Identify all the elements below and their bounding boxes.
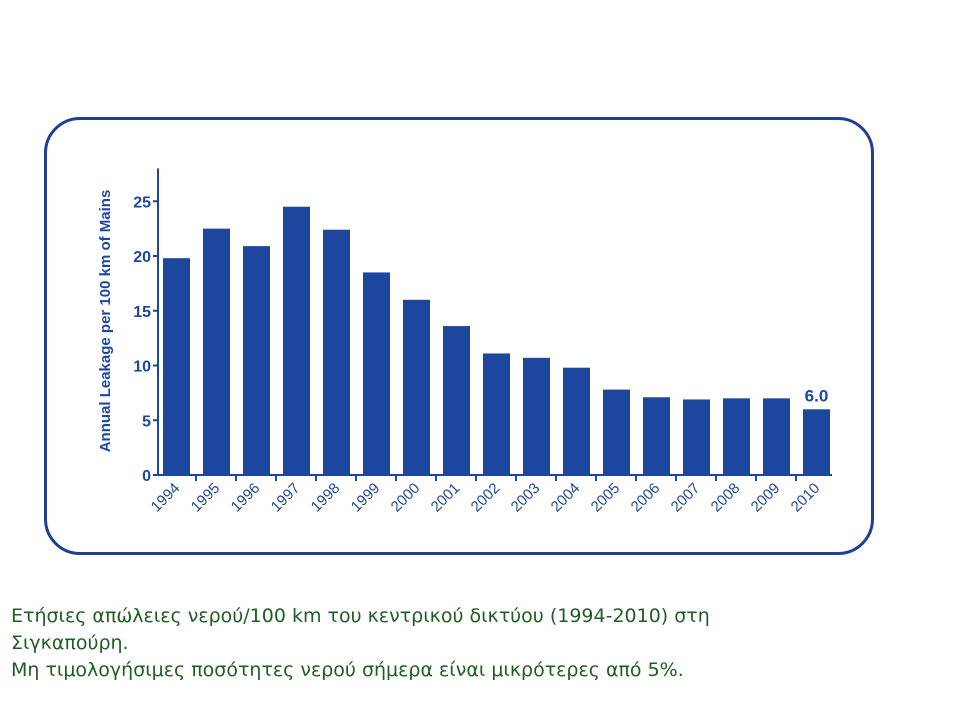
x-tick-label-1998: 1998	[308, 480, 344, 516]
x-tick-label-1994: 1994	[148, 480, 184, 516]
bar-2007	[683, 399, 710, 475]
bar-2000	[403, 299, 430, 475]
bar-1994	[163, 258, 190, 475]
y-axis-label: Annual Leakage per 100 km of Mains	[97, 190, 114, 453]
bar-2004	[563, 367, 590, 475]
bars-group	[163, 206, 830, 475]
bar-2008	[723, 398, 750, 475]
x-tick-label-2007: 2007	[668, 480, 704, 516]
y-tick-label-5: 5	[142, 413, 151, 430]
bar-2010	[803, 409, 830, 475]
caption-line-1: Ετήσιες απώλειες νερού/100 km του κεντρι…	[11, 605, 710, 627]
x-tick-label-2005: 2005	[588, 480, 624, 516]
y-tick-label-25: 25	[133, 194, 151, 211]
bar-1997	[283, 206, 310, 475]
bar-2001	[443, 326, 470, 475]
caption-line-3: Μη τιμολογήσιμες ποσότητες νερού σήμερα …	[11, 659, 684, 681]
x-tick-label-2002: 2002	[468, 480, 504, 516]
x-tick-label-2009: 2009	[748, 480, 784, 516]
y-tick-label-0: 0	[142, 468, 151, 485]
x-tick-label-2004: 2004	[548, 480, 584, 516]
x-tick-label-2006: 2006	[628, 480, 664, 516]
y-tick-label-10: 10	[133, 359, 151, 376]
x-tick-label-1996: 1996	[228, 480, 264, 516]
x-tick-label-2008: 2008	[708, 480, 744, 516]
y-tick-label-20: 20	[133, 249, 151, 266]
x-tick-label-2000: 2000	[388, 480, 424, 516]
bar-2006	[643, 397, 670, 475]
bar-1996	[243, 246, 270, 475]
bar-2003	[523, 357, 550, 475]
bar-1995	[203, 228, 230, 475]
x-tick-label-1997: 1997	[268, 480, 304, 516]
bar-1998	[323, 229, 350, 475]
caption: Ετήσιες απώλειες νερού/100 km του κεντρι…	[11, 603, 941, 684]
x-tick-label-2003: 2003	[508, 480, 544, 516]
caption-line-2: Σιγκαπούρη.	[11, 632, 129, 654]
x-tick-label-1999: 1999	[348, 480, 384, 516]
y-ticks-group: 0 5 10 15 20 25	[133, 194, 158, 485]
y-tick-label-15: 15	[133, 304, 151, 321]
bar-1999	[363, 272, 390, 475]
x-tick-label-1995: 1995	[188, 480, 224, 516]
x-tick-label-2001: 2001	[428, 480, 464, 516]
bar-2005	[603, 389, 630, 475]
x-ticks-group: 1994 1995 1996 1997 1998 1999 2000 2001 2002 2003…	[148, 475, 824, 516]
bar-2002	[483, 353, 510, 475]
x-tick-label-2010: 2010	[788, 480, 824, 516]
value-label-2010: 6.0	[805, 386, 829, 405]
value-labels-group: 6.0	[805, 386, 829, 405]
chart-frame	[44, 117, 874, 555]
bar-2009	[763, 398, 790, 475]
axes-group	[157, 168, 832, 476]
